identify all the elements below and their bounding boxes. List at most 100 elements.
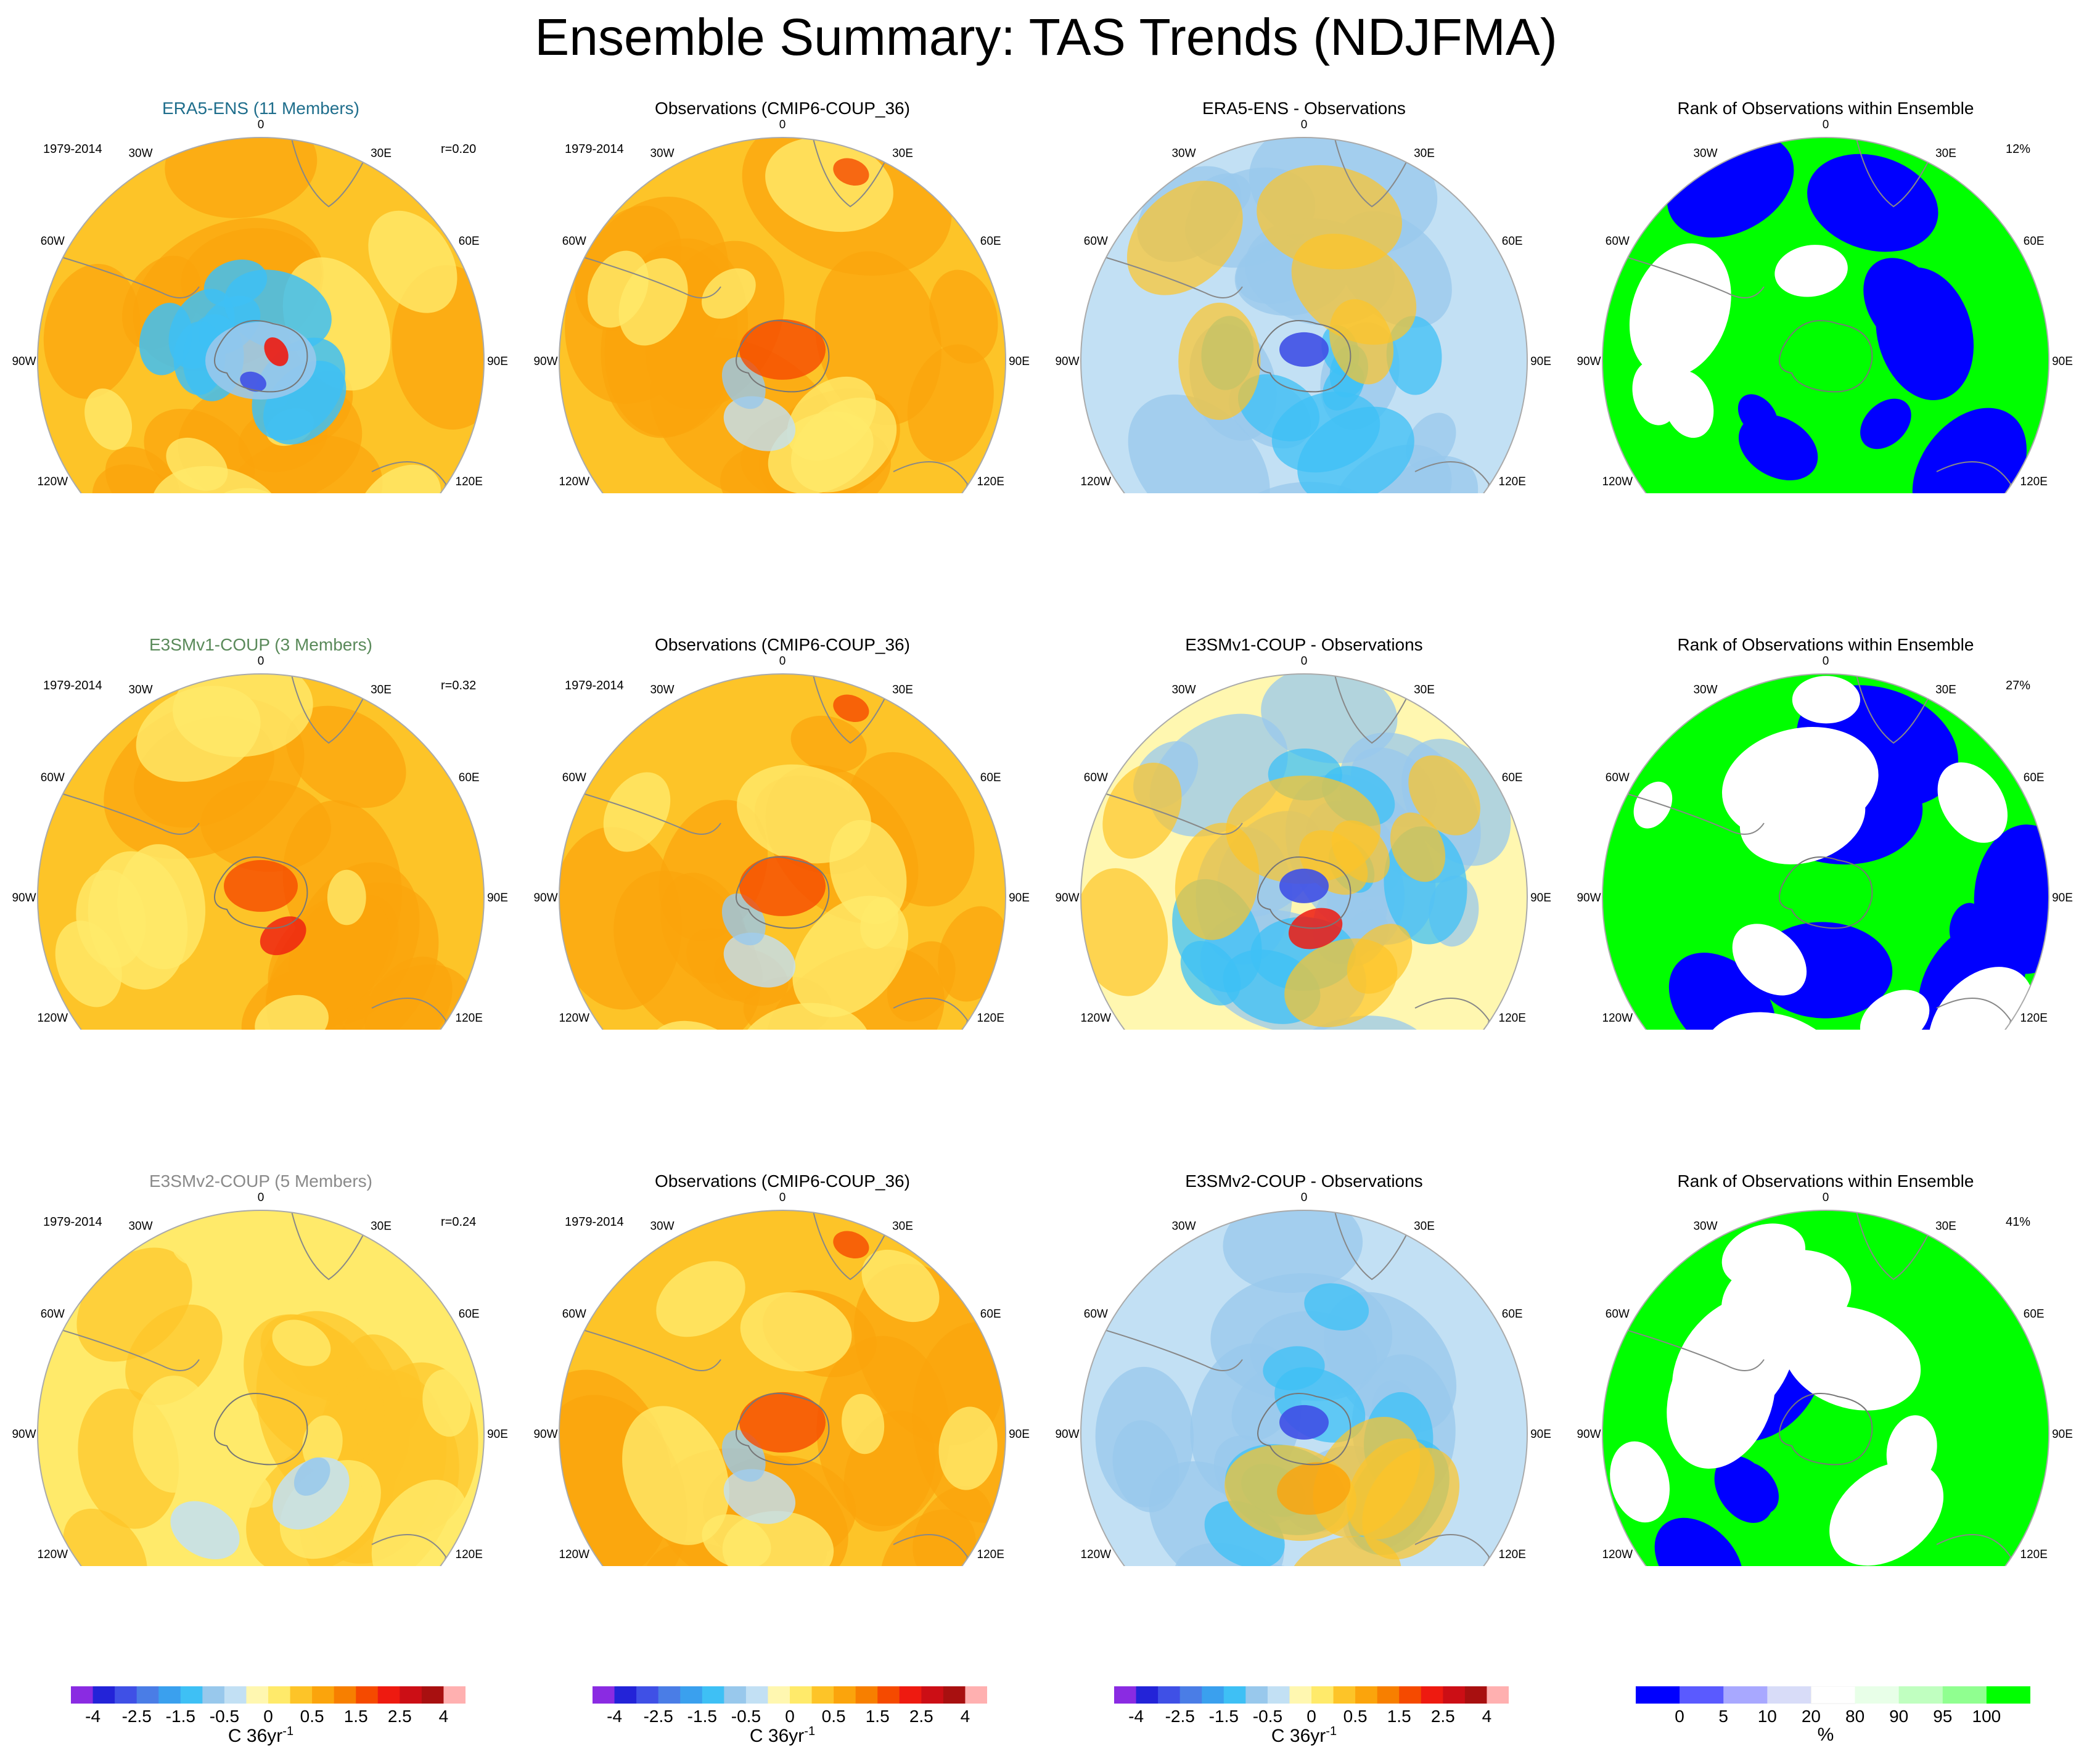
- australia-coastline: [893, 461, 969, 493]
- field-region: [1737, 394, 1778, 437]
- colorbar-tick-label: -4: [85, 1707, 100, 1726]
- longitude-label: 90E: [1530, 892, 1551, 905]
- colorbar-swatch: [1942, 1686, 1987, 1704]
- trend-colorbar: -4 -2.5 -1.5 -0.5 0 0.5 1.5 2.5 4: [593, 1686, 988, 1739]
- colorbar-unit: C 36yr-1: [1271, 1725, 1337, 1746]
- colorbar-swatch: [899, 1686, 922, 1704]
- field-region: [1732, 924, 1807, 996]
- antarctica-coastline: [1257, 320, 1352, 393]
- colorbar-swatch: [1399, 1686, 1422, 1704]
- longitude-label: 60E: [1502, 771, 1523, 784]
- longitude-label: 30E: [1935, 1220, 1956, 1233]
- field-region: [1257, 165, 1402, 269]
- colorbar-tick-label: -4: [607, 1707, 622, 1726]
- longitude-label: 0: [1301, 1191, 1308, 1204]
- field-region: [133, 1376, 215, 1493]
- longitude-label: 60E: [1502, 235, 1523, 248]
- field-region: [368, 210, 457, 313]
- colorbar-tick-label: 1.5: [866, 1707, 890, 1726]
- longitude-label: 90E: [1009, 355, 1030, 368]
- longitude-label: 0: [1823, 1191, 1829, 1204]
- longitude-label: 60W: [1084, 1308, 1108, 1321]
- field-region: [1721, 1223, 1806, 1287]
- field-region: [1263, 1346, 1325, 1390]
- longitude-label: 90W: [1577, 1428, 1601, 1441]
- colorbar-swatch: [92, 1686, 115, 1704]
- colorbar-swatch: [680, 1686, 703, 1704]
- south-america-coastline: [1622, 1328, 1765, 1371]
- panel-title: E3SMv2-COUP (5 Members): [149, 1171, 372, 1191]
- field-region: [1347, 924, 1413, 994]
- africa-coastline: [813, 1211, 888, 1281]
- longitude-label: 120W: [559, 1012, 589, 1025]
- unit-superscript: -1: [282, 1725, 294, 1738]
- longitude-label: 120W: [37, 1012, 68, 1025]
- antarctica-coastline: [736, 856, 830, 929]
- map-boundary: [559, 673, 1006, 1030]
- colorbar-swatch: [1855, 1686, 1900, 1704]
- colorbar-tick-label: 95: [1933, 1707, 1952, 1726]
- stat-note: 41%: [2006, 1215, 2030, 1229]
- africa-coastline: [291, 1211, 366, 1281]
- australia-coastline: [371, 998, 447, 1030]
- longitude-label: 0: [779, 118, 786, 131]
- field-region: [224, 859, 298, 912]
- africa-coastline: [813, 138, 888, 208]
- colorbar-unit: %: [1817, 1725, 1834, 1745]
- panel-title: E3SMv2-COUP - Observations: [1185, 1171, 1423, 1191]
- australia-coastline: [1414, 998, 1490, 1030]
- colorbar-tick-label: 20: [1802, 1707, 1821, 1726]
- map-field: [38, 674, 484, 1030]
- longitude-label: 90E: [487, 355, 508, 368]
- longitude-label: 60E: [2024, 771, 2045, 784]
- south-america-coastline: [1100, 255, 1243, 298]
- longitude-label: 30W: [128, 1220, 152, 1233]
- field-region: [739, 1392, 826, 1453]
- map-field: [559, 1210, 1006, 1566]
- map-field: [1081, 1210, 1527, 1566]
- map-field: [38, 137, 484, 493]
- colorbar-tick-label: -0.5: [731, 1707, 761, 1726]
- longitude-label: 90W: [1055, 1428, 1079, 1441]
- field-region: [76, 1247, 192, 1362]
- map-field: [1602, 137, 2049, 493]
- south-america-coastline: [1100, 792, 1243, 835]
- figure-title: Ensemble Summary: TAS Trends (NDJFMA): [535, 8, 1557, 66]
- field-region: [1279, 1405, 1329, 1440]
- field-region: [1081, 868, 1168, 996]
- field-region: [255, 995, 329, 1030]
- trend-colorbar: -4 -2.5 -1.5 -0.5 0 0.5 1.5 2.5 4: [1114, 1686, 1509, 1739]
- field-region: [790, 715, 867, 773]
- colorbar-swatch: [334, 1686, 356, 1704]
- field-region: [722, 1511, 834, 1566]
- field-region: [861, 1249, 940, 1323]
- field-region: [63, 1508, 147, 1566]
- africa-coastline: [291, 675, 366, 744]
- field-region: [723, 932, 796, 988]
- field-region: [356, 464, 441, 493]
- colorbar-swatch: [1723, 1686, 1768, 1704]
- colorbar-swatch: [1355, 1686, 1378, 1704]
- longitude-label: 30W: [650, 147, 674, 160]
- colorbar-swatch: [702, 1686, 724, 1704]
- field-region: [1863, 258, 1948, 353]
- longitude-label: 0: [1823, 655, 1829, 668]
- africa-coastline: [1334, 675, 1409, 744]
- longitude-label: 90W: [1055, 355, 1079, 368]
- longitude-label: 120E: [456, 1012, 483, 1025]
- longitude-label: 120W: [559, 475, 589, 488]
- field-region: [1807, 154, 1938, 252]
- field-region: [1667, 1325, 1776, 1469]
- longitude-label: 90W: [1577, 355, 1601, 368]
- longitude-label: 0: [779, 1191, 786, 1204]
- colorbar-tick-label: 0: [785, 1707, 795, 1726]
- colorbar-swatch: [1311, 1686, 1334, 1704]
- australia-coastline: [1414, 1534, 1490, 1566]
- trend-map-panel: 030E60E90E120E150E180150W120W90W60W30W19…: [0, 1030, 522, 1566]
- stat-note: r=0.20: [441, 142, 476, 156]
- longitude-label: 90W: [533, 892, 557, 905]
- colorbar-swatch: [1114, 1686, 1137, 1704]
- longitude-label: 120E: [456, 475, 483, 488]
- south-america-coastline: [57, 1328, 200, 1371]
- map-boundary: [1080, 673, 1528, 1030]
